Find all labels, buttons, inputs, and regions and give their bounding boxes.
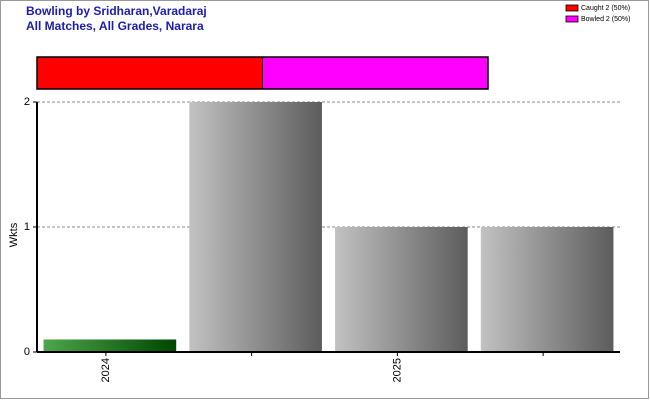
x-tick-label: 2025	[391, 358, 403, 382]
bar	[43, 339, 177, 352]
legend-label: Bowled 2 (50%)	[581, 16, 630, 23]
y-tick-label: 2	[24, 96, 30, 108]
y-tick-label: 0	[24, 346, 30, 358]
chart-title: Bowling by Sridharan,Varadaraj	[26, 4, 207, 18]
legend-label: Caught 2 (50%)	[581, 5, 630, 12]
bar	[189, 102, 322, 352]
x-tick-label: 2024	[100, 358, 112, 382]
bar	[335, 227, 468, 352]
proportion-segment	[262, 56, 489, 90]
y-tick-label: 1	[24, 221, 30, 233]
legend-swatch	[565, 4, 579, 12]
y-axis-label: Wkts	[8, 222, 20, 247]
chart-subtitle: All Matches, All Grades, Narara	[26, 19, 204, 33]
bar	[480, 227, 614, 352]
proportion-border	[36, 56, 489, 90]
proportion-segment	[36, 56, 263, 90]
legend-swatch	[565, 15, 579, 23]
